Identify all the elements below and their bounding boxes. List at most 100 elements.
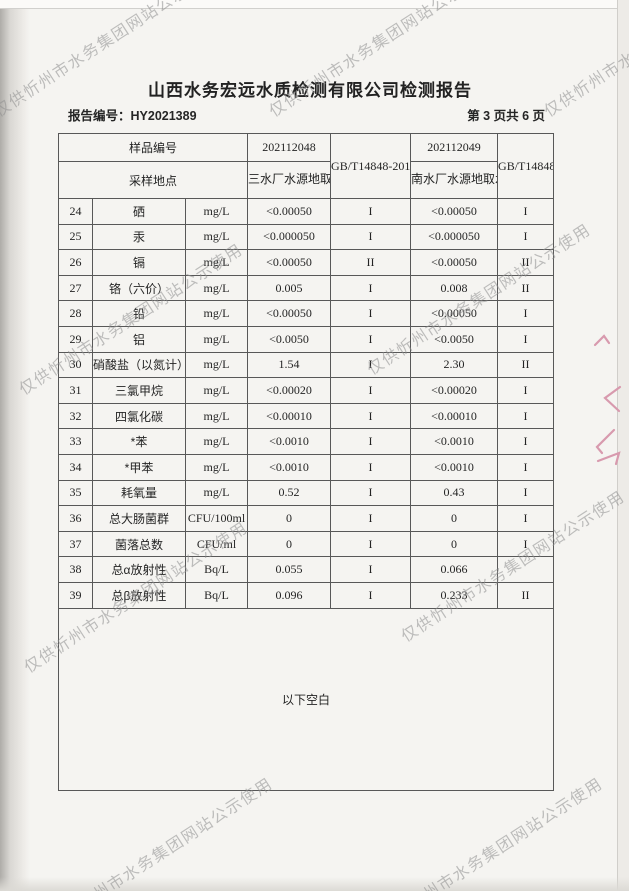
sample2-class: I [497, 300, 555, 327]
below-blank-note: 以下空白 [57, 607, 555, 791]
row-number: 31 [58, 377, 93, 404]
row-number: 24 [58, 198, 93, 225]
watermark-text: 仅供忻州市水务集团网站公示使用 [0, 0, 222, 121]
sample2-class [497, 556, 555, 583]
sample2-class: I [497, 479, 555, 507]
table-row: 31 三氯甲烷 mg/L <0.00020 I <0.00020 I [58, 377, 555, 404]
sample1-class: I [330, 505, 412, 532]
unit: mg/L [184, 300, 249, 327]
sample2-value: 2.30 [410, 351, 499, 379]
header-row-sampling-site: 采样地点 三水厂水源地取水口 南水厂水源地取水口 [57, 161, 554, 199]
table-row: 39 总β放射性 Bq/L 0.096 I 0.233 II [58, 581, 555, 609]
parameter-name: *苯 [92, 428, 186, 455]
sample2-value: <0.00020 [410, 377, 499, 404]
sample2-number: 202112049 [410, 133, 499, 162]
sample2-value: 0.066 [410, 556, 499, 583]
sample2-class: II [497, 581, 555, 609]
table-row: 35 耗氧量 mg/L 0.52 I 0.43 I [58, 479, 555, 507]
row-number: 25 [58, 223, 93, 251]
sample1-value: 0.52 [247, 479, 332, 507]
unit: mg/L [184, 351, 249, 379]
parameter-name: 铝 [92, 325, 186, 353]
sample1-class: I [330, 428, 412, 455]
sample1-site: 三水厂水源地取水口 [247, 161, 332, 199]
sample1-value: <0.00010 [247, 402, 332, 430]
parameter-name: 铅 [92, 300, 186, 327]
sample1-class: I [330, 402, 412, 430]
row-number: 35 [58, 479, 93, 507]
sample2-value: 0.008 [410, 274, 499, 302]
row-number: 26 [58, 249, 93, 276]
scan-edge-top [0, 0, 629, 9]
table-row: 32 四氯化碳 mg/L <0.00010 I <0.00010 I [58, 402, 555, 430]
sample1-value: 0 [247, 530, 332, 558]
sample2-value: 0 [410, 530, 499, 558]
sample1-standard-header: GB/T14848-2017标准规定水质类别 [330, 133, 412, 199]
sampling-site-label: 采样地点 [57, 161, 249, 199]
sample1-value: <0.00050 [247, 198, 332, 225]
sample1-class: II [330, 249, 412, 276]
sample1-class: I [330, 274, 412, 302]
row-number: 36 [58, 505, 93, 532]
scan-edge-right [617, 0, 629, 891]
row-number: 39 [58, 581, 93, 609]
unit: mg/L [184, 479, 249, 507]
parameter-name: 总大肠菌群 [92, 505, 186, 532]
sample1-value: 0.096 [247, 581, 332, 609]
sample-no-label: 样品编号 [57, 133, 249, 162]
scan-edge-left [0, 0, 30, 891]
sample2-value: <0.0050 [410, 325, 499, 353]
sample1-class: I [330, 453, 412, 481]
report-title: 山西水务宏远水质检测有限公司检测报告 [148, 81, 472, 100]
table-row: 38 总α放射性 Bq/L 0.055 I 0.066 [58, 556, 555, 583]
sample1-value: <0.0010 [247, 428, 332, 455]
unit: mg/L [184, 377, 249, 404]
row-number: 33 [58, 428, 93, 455]
parameter-name: 铬（六价） [92, 274, 186, 302]
parameter-name: 镉 [92, 249, 186, 276]
blank-space-row: 以下空白 [57, 607, 555, 791]
parameter-name: 总β放射性 [92, 581, 186, 609]
sample1-value: 0 [247, 505, 332, 532]
sample2-value: <0.00010 [410, 402, 499, 430]
sample1-class: I [330, 556, 412, 583]
unit: Bq/L [184, 581, 249, 609]
table-row: 26 镉 mg/L <0.00050 II <0.00050 II [58, 249, 555, 276]
sample2-class: II [497, 249, 555, 276]
sample1-value: <0.000050 [247, 223, 332, 251]
sample2-class: II [497, 274, 555, 302]
watermark-text: 仅供忻州市水务集团网站公示使用 [266, 0, 497, 121]
sample1-value: 1.54 [247, 351, 332, 379]
unit: mg/L [184, 428, 249, 455]
unit: mg/L [184, 325, 249, 353]
unit: Bq/L [184, 556, 249, 583]
sample1-value: <0.00020 [247, 377, 332, 404]
row-number: 29 [58, 325, 93, 353]
table-row: 30 硝酸盐（以氮计） mg/L 1.54 I 2.30 II [58, 351, 555, 379]
table-row: 24 硒 mg/L <0.00050 I <0.00050 I [58, 198, 555, 225]
sample2-class: I [497, 402, 555, 430]
sample2-site: 南水厂水源地取水口 [410, 161, 499, 199]
sample1-class: I [330, 325, 412, 353]
parameter-name: 硝酸盐（以氮计） [92, 351, 186, 379]
results-table-body: 样品编号 202112048 GB/T14848-2017标准规定水质类别 20… [57, 133, 555, 791]
sample2-value: <0.0010 [410, 453, 499, 481]
report-number: 报告编号：HY2021389 [68, 109, 197, 123]
parameter-name: 硒 [92, 198, 186, 225]
table-row: 36 总大肠菌群 CFU/100ml 0 I 0 I [58, 505, 555, 532]
unit: mg/L [184, 223, 249, 251]
results-table: 样品编号 202112048 GB/T14848-2017标准规定水质类别 20… [57, 133, 555, 791]
sample2-class: I [497, 428, 555, 455]
sample2-class: I [497, 530, 555, 558]
sample2-class: II [497, 351, 555, 379]
parameter-name: 汞 [92, 223, 186, 251]
sample1-number: 202112048 [247, 133, 332, 162]
sample2-value: <0.00050 [410, 198, 499, 225]
row-number: 34 [58, 453, 93, 481]
sample2-class: I [497, 453, 555, 481]
sample1-value: 0.055 [247, 556, 332, 583]
table-row: 33 *苯 mg/L <0.0010 I <0.0010 I [58, 428, 555, 455]
table-row: 34 *甲苯 mg/L <0.0010 I <0.0010 I [58, 453, 555, 481]
header-row-sample-no: 样品编号 202112048 GB/T14848-2017标准规定水质类别 20… [57, 133, 555, 199]
